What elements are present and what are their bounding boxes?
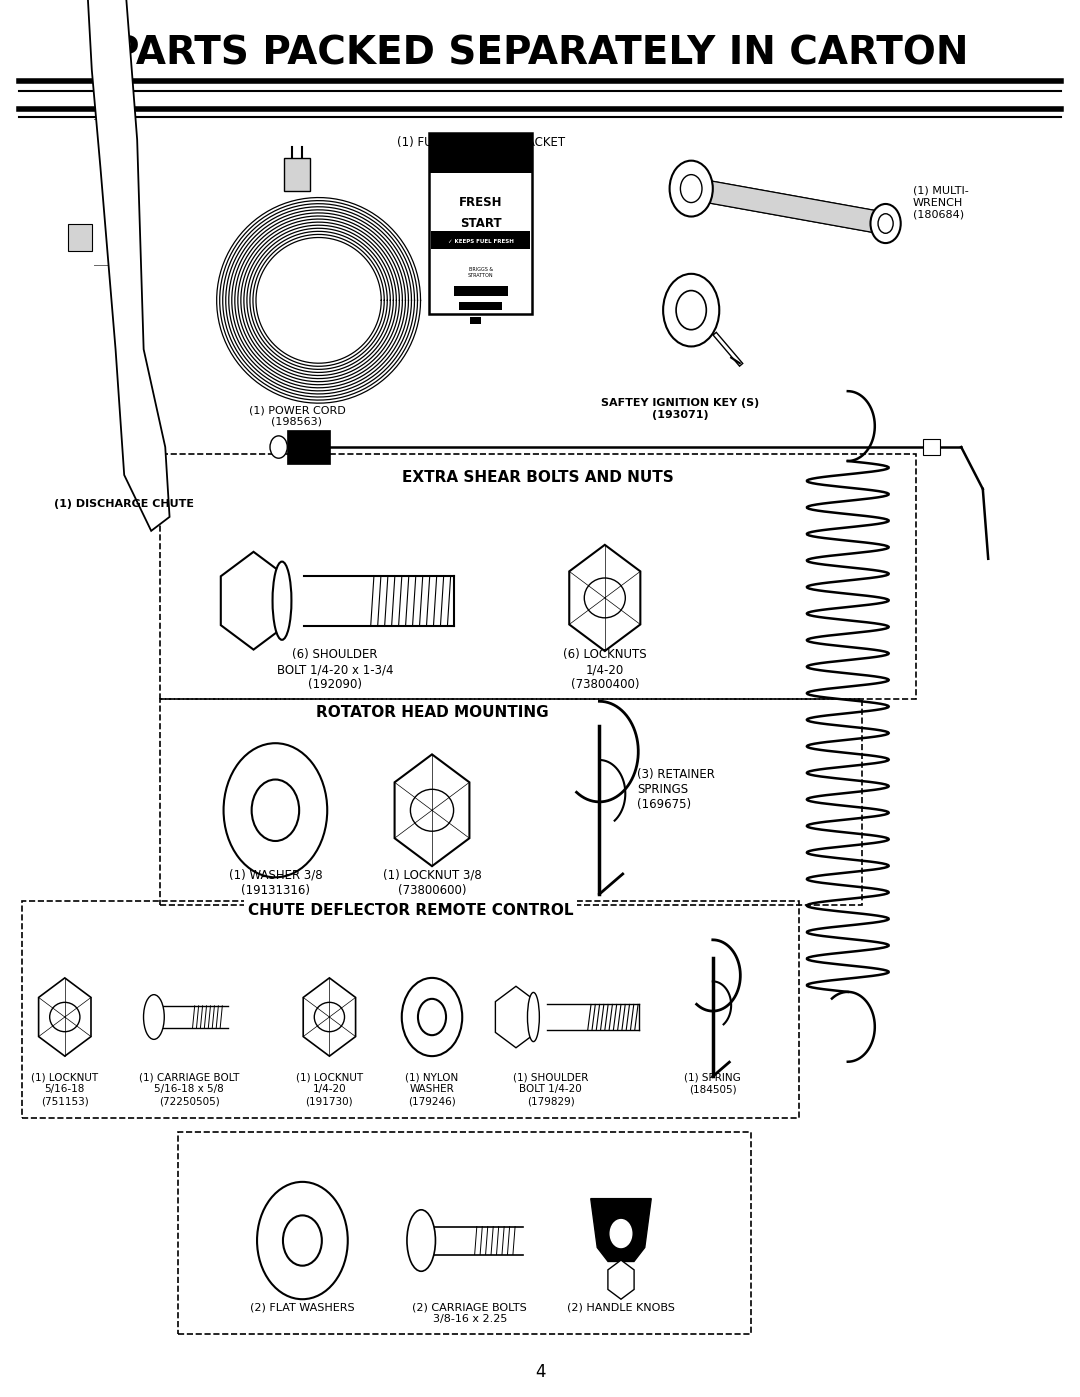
Bar [923,439,940,455]
Text: (1) CARRIAGE BOLT
5/16-18 x 5/8
(72250505): (1) CARRIAGE BOLT 5/16-18 x 5/8 (7225050… [139,1073,239,1106]
Polygon shape [569,545,640,651]
Bar [430,133,532,314]
Text: START: START [460,217,501,231]
Text: EXTRA SHEAR BOLTS AND NUTS: EXTRA SHEAR BOLTS AND NUTS [402,471,674,485]
Ellipse shape [410,789,454,831]
Bar [160,454,916,698]
Text: (2) HANDLE KNOBS: (2) HANDLE KNOBS [567,1302,675,1312]
Polygon shape [496,986,537,1048]
Text: FRESH: FRESH [459,196,502,210]
Bar [68,224,92,251]
Text: SAFTEY IGNITION KEY (S)
(193071): SAFTEY IGNITION KEY (S) (193071) [602,398,759,419]
Polygon shape [394,754,470,866]
Text: (1) SPRING
(184505): (1) SPRING (184505) [685,1073,741,1094]
Polygon shape [591,1199,651,1261]
Ellipse shape [144,995,164,1039]
Circle shape [418,999,446,1035]
Text: (3) RETAINER
SPRINGS
(169675): (3) RETAINER SPRINGS (169675) [637,768,715,810]
Polygon shape [284,158,310,191]
Text: (6) LOCKNUTS
1/4-20
(73800400): (6) LOCKNUTS 1/4-20 (73800400) [563,648,647,692]
Circle shape [670,161,713,217]
Circle shape [610,1220,632,1248]
Circle shape [257,1182,348,1299]
Text: (1) NYLON
WASHER
(179246): (1) NYLON WASHER (179246) [405,1073,459,1106]
Ellipse shape [527,992,539,1042]
Bar [470,317,481,324]
Polygon shape [86,0,170,531]
Text: (1) FUEL STABILIZER PACKET: (1) FUEL STABILIZER PACKET [396,137,565,149]
Circle shape [283,1215,322,1266]
Ellipse shape [314,1003,345,1031]
Text: 4: 4 [535,1363,545,1380]
Text: (1) AUGER CONTROL ROD: (1) AUGER CONTROL ROD [414,467,558,476]
Text: ROTATOR HEAD MOUNTING: ROTATOR HEAD MOUNTING [315,705,549,719]
Polygon shape [220,552,286,650]
Text: (2) FLAT WASHERS: (2) FLAT WASHERS [251,1302,354,1312]
Text: (1) SHOULDER
BOLT 1/4-20
(179829): (1) SHOULDER BOLT 1/4-20 (179829) [513,1073,589,1106]
Ellipse shape [272,562,292,640]
Polygon shape [691,177,886,235]
Text: ✓ KEEPS FUEL FRESH: ✓ KEEPS FUEL FRESH [448,239,513,244]
Ellipse shape [407,1210,435,1271]
Polygon shape [303,978,355,1056]
Ellipse shape [50,1003,80,1031]
Polygon shape [608,1260,634,1299]
Polygon shape [39,978,91,1056]
Text: (1) WASHER 3/8
(19131316): (1) WASHER 3/8 (19131316) [229,869,322,897]
Text: (1) LOCKNUT
1/4-20
(191730): (1) LOCKNUT 1/4-20 (191730) [296,1073,363,1106]
Circle shape [878,214,893,233]
Circle shape [252,780,299,841]
Text: (1) DISCHARGE CHUTE: (1) DISCHARGE CHUTE [54,499,194,509]
Bar [432,231,530,249]
Circle shape [402,978,462,1056]
Circle shape [663,274,719,346]
Bar [430,133,532,173]
Bar [178,1132,751,1334]
Circle shape [676,291,706,330]
Text: CHUTE DEFLECTOR REMOTE CONTROL: CHUTE DEFLECTOR REMOTE CONTROL [247,904,573,918]
Text: (1) LOCKNUT 3/8
(73800600): (1) LOCKNUT 3/8 (73800600) [382,869,482,897]
Bar [459,302,502,310]
Ellipse shape [584,578,625,617]
Circle shape [680,175,702,203]
Text: (1) MULTI-
WRENCH
(180684): (1) MULTI- WRENCH (180684) [913,186,969,219]
Text: (1) POWER CORD
(198563): (1) POWER CORD (198563) [248,405,346,426]
Bar [454,286,508,296]
Bar [287,430,330,464]
Text: (6) SHOULDER
BOLT 1/4-20 x 1-3/4
(192090): (6) SHOULDER BOLT 1/4-20 x 1-3/4 (192090… [276,648,393,692]
Text: BRIGGS &
STRATTON: BRIGGS & STRATTON [468,267,494,278]
Circle shape [870,204,901,243]
Circle shape [270,436,287,458]
Text: (2) CARRIAGE BOLTS
3/8-16 x 2.25: (2) CARRIAGE BOLTS 3/8-16 x 2.25 [413,1302,527,1323]
Text: PARTS PACKED SEPARATELY IN CARTON: PARTS PACKED SEPARATELY IN CARTON [111,34,969,73]
Text: (1) LOCKNUT
5/16-18
(751153): (1) LOCKNUT 5/16-18 (751153) [31,1073,98,1106]
Bar [160,698,862,905]
Bar [22,901,799,1118]
Circle shape [224,743,327,877]
